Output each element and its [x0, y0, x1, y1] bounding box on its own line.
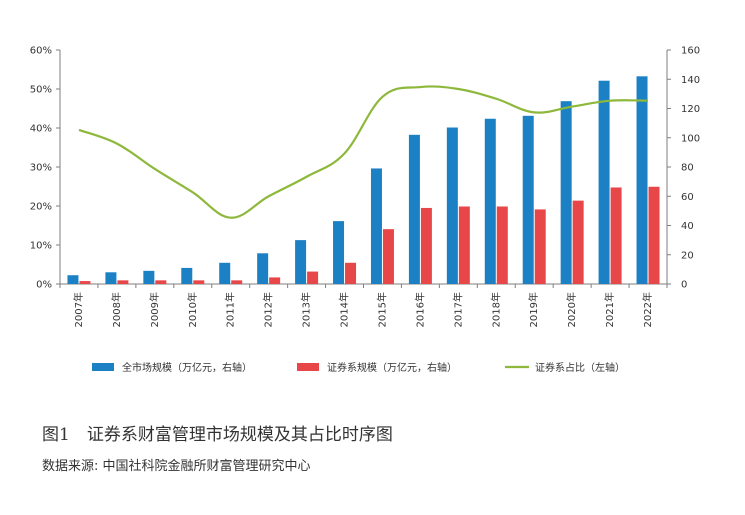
bar-securities: [345, 262, 357, 284]
x-tick-label: 2021年: [603, 292, 616, 327]
left-tick-label: 10%: [30, 241, 52, 252]
x-tick-label: 2018年: [489, 292, 502, 327]
x-tick-label: 2012年: [262, 292, 275, 327]
legend: 全市场规模（万亿元，右轴） 证券系规模（万亿元，右轴） 证券系占比（左轴）: [92, 361, 625, 374]
bar-securities: [496, 206, 508, 284]
right-tick-label: 80: [681, 163, 694, 174]
right-tick-label: 0: [681, 280, 687, 291]
x-tick-label: 2022年: [641, 292, 654, 327]
right-tick-label: 100: [681, 133, 700, 144]
left-tick-label: 50%: [30, 85, 52, 96]
left-tick-label: 40%: [30, 124, 52, 135]
right-tick-label: 160: [681, 46, 700, 57]
ratio-line: [78, 85, 649, 219]
bar-total: [219, 262, 231, 284]
bar-total: [370, 168, 382, 284]
bar-securities: [458, 206, 470, 284]
axes: 0% 10% 20% 30% 40% 50% 60% 0 20 40 60 80 100 120 140 16…: [30, 46, 700, 328]
bar-total: [484, 118, 496, 284]
figure-caption: 图1 证券系财富管理市场规模及其占比时序图: [42, 425, 393, 445]
right-tick-label: 60: [681, 192, 694, 203]
legend-label: 证券系规模（万亿元，右轴）: [327, 361, 457, 374]
x-tick-label: 2017年: [451, 292, 464, 327]
right-tick-label: 20: [681, 250, 694, 261]
bar-total: [446, 127, 458, 284]
data-source: 数据来源: 中国社科院金融所财富管理研究中心: [42, 459, 311, 474]
bar-securities: [155, 280, 167, 284]
bar-securities: [193, 280, 205, 284]
x-tick-label: 2020年: [565, 292, 578, 327]
x-tick-label: 2013年: [300, 292, 313, 327]
x-tick-label: 2014年: [338, 292, 351, 327]
left-tick-label: 20%: [30, 202, 52, 213]
bar-securities: [572, 200, 584, 284]
bar-securities: [79, 281, 91, 284]
bar-total: [598, 80, 610, 285]
x-tick-label: 2010年: [186, 292, 199, 327]
bar-total: [67, 275, 79, 284]
bar-total: [636, 76, 648, 284]
bar-securities: [382, 229, 394, 284]
bar-total: [522, 115, 534, 284]
bar-securities: [610, 187, 622, 284]
legend-label: 证券系占比（左轴）: [535, 361, 625, 374]
bar-total: [408, 134, 420, 284]
x-tick-label: 2016年: [413, 292, 426, 327]
left-tick-label: 0%: [36, 280, 52, 291]
left-tick-label: 60%: [30, 46, 52, 57]
bar-total: [295, 240, 307, 284]
bar-securities: [420, 207, 432, 284]
x-tick-label: 2015年: [375, 292, 388, 327]
bar-total: [257, 253, 269, 284]
legend-swatch: [297, 363, 319, 371]
right-tick-label: 140: [681, 75, 700, 86]
bars: [67, 76, 660, 285]
bar-securities: [307, 271, 319, 284]
bar-securities: [117, 280, 129, 284]
right-tick-label: 120: [681, 104, 700, 115]
bar-securities: [269, 277, 281, 284]
x-tick-label: 2009年: [148, 292, 161, 327]
x-tick-label: 2019年: [527, 292, 540, 327]
ratio-line-path: [78, 85, 649, 219]
x-tick-label: 2008年: [110, 292, 123, 327]
bar-total: [105, 272, 117, 284]
bar-total: [560, 101, 572, 284]
legend-swatch: [92, 363, 114, 371]
bar-total: [333, 221, 345, 284]
x-tick-label: 2011年: [224, 292, 237, 327]
legend-label: 全市场规模（万亿元，右轴）: [122, 361, 252, 374]
bar-total: [181, 267, 193, 284]
bar-securities: [534, 209, 546, 284]
bar-securities: [231, 280, 243, 284]
x-tick-label: 2007年: [72, 292, 85, 327]
bar-total: [143, 270, 155, 284]
left-tick-label: 30%: [30, 163, 52, 174]
bar-securities: [648, 186, 660, 284]
chart: 0% 10% 20% 30% 40% 50% 60% 0 20 40 60 80 100 120 140 16…: [30, 46, 700, 375]
right-tick-label: 40: [681, 221, 694, 232]
